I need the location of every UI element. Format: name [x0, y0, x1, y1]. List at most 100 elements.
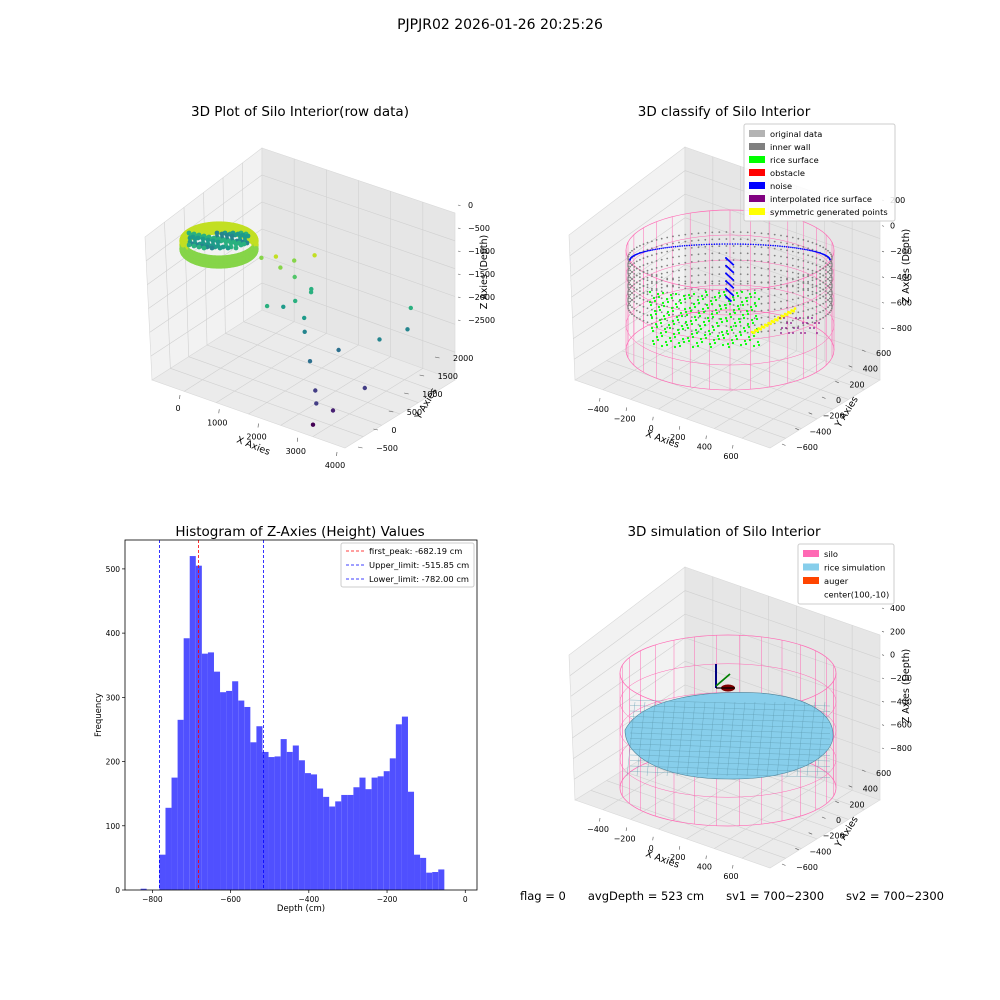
rice-surface-point	[739, 333, 743, 337]
rice-surface-point	[735, 337, 739, 341]
noise-point	[776, 245, 779, 247]
noise-point	[813, 250, 815, 253]
noise-point	[783, 245, 786, 248]
noise-point	[760, 244, 762, 246]
inner-wall-point	[631, 313, 633, 316]
inner-wall-point	[811, 262, 814, 265]
noise-point	[651, 249, 654, 251]
noise-point	[779, 245, 781, 247]
inner-wall-point	[807, 294, 809, 297]
inner-wall-point	[629, 293, 632, 296]
symmetric-point	[776, 318, 779, 322]
inner-wall-point	[627, 271, 629, 273]
inner-wall-point	[628, 253, 630, 256]
histogram-bar	[389, 758, 396, 890]
inner-wall-point	[815, 264, 818, 267]
inner-wall-point	[819, 265, 821, 268]
grid-line	[573, 264, 686, 339]
rice-surface-point	[707, 329, 711, 333]
inner-wall-point	[773, 294, 776, 297]
inner-wall-point	[627, 300, 630, 303]
inner-wall-point	[690, 261, 693, 263]
inner-wall-point	[753, 282, 756, 285]
noise-point	[688, 244, 691, 247]
noise-point	[645, 250, 647, 253]
rice-surface-point	[752, 334, 756, 338]
inner-wall-point	[639, 244, 641, 247]
inner-wall-point	[697, 246, 700, 249]
inner-wall-point	[773, 282, 776, 285]
inner-wall-point	[672, 270, 674, 273]
legend-label: obstacle	[770, 168, 805, 178]
rice-surface-point	[753, 301, 757, 305]
inner-wall-point	[819, 311, 821, 314]
inner-wall-point	[628, 281, 630, 284]
inner-wall-point	[646, 290, 649, 293]
x-tick-label: 0	[463, 895, 468, 904]
rice-surface-point	[693, 315, 697, 319]
inner-wall-point	[773, 280, 776, 283]
inner-wall-point	[827, 249, 829, 252]
z-tick-label: −600	[890, 721, 912, 730]
noise-point	[638, 252, 641, 254]
inner-wall-point	[807, 254, 809, 257]
inner-wall-point	[718, 266, 721, 268]
inner-wall-point	[811, 300, 814, 303]
inner-wall-point	[697, 274, 700, 277]
rice-surface-point	[753, 291, 757, 295]
rice-surface-point	[730, 328, 734, 332]
inner-wall-point	[791, 271, 794, 274]
inner-wall-point	[824, 294, 827, 296]
rice-mesh-line	[629, 749, 831, 756]
tick-mark	[881, 701, 885, 703]
inner-wall-point	[824, 301, 827, 303]
inner-wall-point	[773, 287, 776, 290]
inner-wall-point	[631, 298, 633, 301]
inner-wall-point	[831, 264, 833, 266]
inner-wall-point	[628, 309, 630, 312]
inner-wall-point	[822, 260, 825, 263]
inner-wall-point	[791, 257, 794, 260]
rice-surface-point	[738, 330, 742, 334]
histogram-bar	[395, 724, 402, 890]
rice-surface-point	[737, 317, 741, 321]
inner-wall-point	[666, 243, 669, 246]
tick-mark	[795, 848, 799, 851]
inner-wall-point	[815, 305, 818, 308]
noise-point	[679, 245, 681, 247]
inner-wall-point	[780, 283, 782, 286]
rice-surface-point	[732, 298, 736, 302]
inner-wall-point	[628, 302, 630, 305]
rice-surface-point	[684, 310, 688, 314]
rice-surface-point	[712, 328, 716, 332]
rice-mesh-line	[629, 705, 831, 712]
inner-wall-point	[672, 284, 674, 287]
inner-wall-point	[651, 294, 653, 297]
rice-surface-point	[731, 295, 735, 299]
inner-wall-point	[819, 283, 821, 286]
rice-surface-point	[685, 323, 689, 327]
noise-point	[732, 271, 735, 274]
inner-wall-point	[711, 289, 714, 292]
noise-point	[769, 244, 772, 247]
inner-wall-point	[822, 281, 825, 284]
inner-wall-point	[629, 286, 632, 289]
inner-wall-point	[629, 283, 632, 286]
noise-point	[686, 244, 688, 247]
inner-wall-point	[646, 279, 649, 282]
inner-wall-point	[831, 285, 833, 287]
histogram-bar	[244, 706, 251, 890]
histogram-bar	[177, 719, 184, 890]
inner-wall-point	[629, 265, 632, 268]
x-tick-label: −800	[142, 895, 163, 904]
interpolated-point	[795, 317, 797, 319]
rice-surface-point	[671, 309, 675, 313]
raw-surface-point	[253, 238, 259, 244]
inner-wall-point	[830, 262, 833, 265]
noise-point	[806, 249, 809, 251]
inner-wall-point	[739, 259, 742, 261]
z-tick-label: −800	[890, 744, 912, 753]
rice-surface-point	[698, 324, 702, 328]
tick-mark	[357, 446, 363, 449]
raw-surface-point	[200, 236, 206, 242]
